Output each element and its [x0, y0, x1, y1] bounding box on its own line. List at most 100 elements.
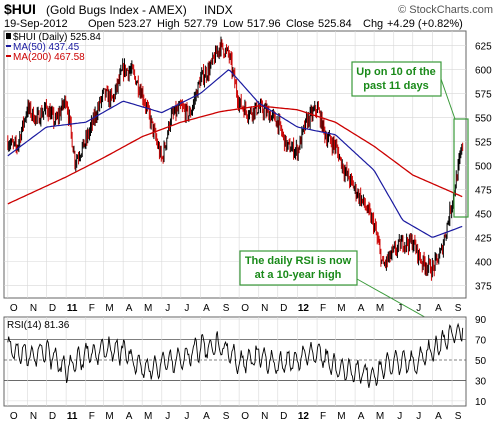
legend: $HUI (Daily) 525.84 MA(50) 437.45 MA(200…: [6, 32, 101, 63]
price-y-tick-label: 425: [475, 233, 492, 244]
price-series: [7, 36, 464, 281]
rsi-y-tick-label: 50: [475, 356, 487, 367]
rsi-y-tick-label: 70: [475, 336, 487, 347]
rsi-x-tick-label: J: [397, 411, 402, 422]
rsi-x-tick-label: O: [10, 411, 18, 422]
price-x-tick-label: 11: [67, 303, 78, 314]
price-x-tick-label: A: [435, 303, 442, 314]
price-x-tick-label: A: [203, 303, 210, 314]
price-x-tick-label: M: [337, 303, 345, 314]
rsi-panel: [3, 316, 467, 407]
chg-value: +4.29 (+0.82%): [387, 18, 463, 30]
price-y-tick-label: 600: [475, 65, 492, 76]
legend-ma200: MA(200) 467.58: [13, 52, 85, 63]
price-x-tick-label: M: [105, 303, 113, 314]
price-x-tick-label: M: [376, 303, 384, 314]
annotation-up-days-line2: past 11 days: [363, 80, 428, 92]
rsi-x-tick-label: 12: [298, 411, 310, 422]
rsi-line: [7, 322, 464, 388]
low-label: Low: [223, 18, 243, 30]
annotation-rsi-line1: The daily RSI is now: [245, 255, 352, 267]
rsi-x-tick-label: F: [89, 411, 95, 422]
rsi-x-tick-label: M: [144, 411, 152, 422]
price-y-tick-label: 450: [475, 209, 492, 220]
price-y-tick-label: 575: [475, 89, 492, 100]
price-x-tick-label: O: [10, 303, 18, 314]
price-y-tick-label: 625: [475, 41, 492, 52]
annotation-rsi-box: [239, 250, 358, 286]
price-y-tick-label: 375: [475, 282, 492, 293]
close-label: Close: [286, 18, 314, 30]
price-x-tick-label: J: [397, 303, 402, 314]
price-x-tick-label: A: [126, 303, 133, 314]
chg-label: Chg: [363, 18, 383, 30]
price-y-tick-label: 500: [475, 161, 492, 172]
rsi-x-tick-label: M: [105, 411, 113, 422]
price-x-tick-label: O: [241, 303, 249, 314]
symbol: $HUI: [4, 1, 36, 17]
price-x-tick-label: J: [184, 303, 189, 314]
price-x-tick-label: S: [455, 303, 462, 314]
quote-row: 19-Sep-2012 Open 523.27 High 527.79 Low …: [4, 18, 463, 30]
rsi-x-tick-label: D: [280, 411, 287, 422]
rsi-x-tick-label: M: [337, 411, 345, 422]
rsi-x-tick-label: M: [376, 411, 384, 422]
rsi-x-tick-label: J: [416, 411, 421, 422]
open-label: Open: [88, 18, 115, 30]
price-x-tick-label: J: [416, 303, 421, 314]
annotation-rsi: The daily RSI is now at a 10-year high: [239, 250, 463, 339]
legend-price: $HUI (Daily) 525.84: [13, 32, 101, 43]
rsi-x-tick-label: 11: [67, 411, 78, 422]
price-x-tick-label: 12: [298, 303, 310, 314]
annotation-rsi-line2: at a 10-year high: [255, 269, 342, 281]
price-x-tick-label: M: [144, 303, 152, 314]
price-x-tick-label: N: [261, 303, 268, 314]
rsi-x-tick-label: J: [184, 411, 189, 422]
rsi-x-tick-label: S: [455, 411, 462, 422]
ma50-line: [7, 69, 463, 238]
price-x-tick-label: J: [165, 303, 170, 314]
price-x-tick-label: S: [223, 303, 230, 314]
legend-ma50: MA(50) 437.45: [13, 42, 80, 53]
price-x-tick-label: D: [280, 303, 287, 314]
quote-date: 19-Sep-2012: [4, 18, 68, 30]
rsi-x-tick-label: N: [30, 411, 37, 422]
rsi-x-tick-label: A: [358, 411, 365, 422]
legend-price-swatch: [6, 33, 11, 39]
rsi-x-tick-label: D: [49, 411, 56, 422]
price-x-tick-label: D: [49, 303, 56, 314]
rsi-x-tick-label: O: [241, 411, 249, 422]
price-x-tick-label: F: [89, 303, 95, 314]
annotation-up-days-highlight: [453, 118, 469, 218]
rsi-y-tick-label: 10: [475, 397, 487, 408]
price-x-tick-label: A: [358, 303, 365, 314]
annotation-up-days-line1: Up on 10 of the: [356, 66, 435, 78]
price-x-tick-label: N: [30, 303, 37, 314]
index-name: (Gold Bugs Index - AMEX): [46, 3, 187, 17]
annotation-up-days: Up on 10 of the past 11 days: [351, 61, 469, 218]
price-y-tick-label: 475: [475, 185, 492, 196]
rsi-x-tick-label: N: [261, 411, 268, 422]
rsi-x-axis: O N D 11 F M A M J J A S O N D 12 F M A M J J A S: [10, 411, 462, 422]
rsi-x-tick-label: A: [126, 411, 133, 422]
open-value: 523.27: [118, 18, 152, 30]
ma200-line: [7, 105, 463, 205]
price-x-tick-label: F: [320, 303, 326, 314]
rsi-x-tick-label: F: [320, 411, 326, 422]
annotation-up-days-pointer: [440, 78, 456, 120]
price-y-tick-label: 525: [475, 137, 492, 148]
price-y-axis: 375 400 425 450 475 500 525 550 575 600 625: [475, 41, 492, 292]
high-label: High: [157, 18, 180, 30]
price-y-tick-label: 400: [475, 258, 492, 269]
exchange: INDX: [204, 3, 233, 17]
rsi-label: RSI(14) 81.36: [7, 320, 70, 331]
low-value: 517.96: [247, 18, 281, 30]
rsi-x-tick-label: A: [203, 411, 210, 422]
price-y-tick-label: 550: [475, 113, 492, 124]
price-x-axis: O N D 11 F M A M J J A S O N D 12 F M A M J J A S: [10, 303, 462, 314]
rsi-x-tick-label: S: [223, 411, 230, 422]
high-value: 527.79: [184, 18, 218, 30]
rsi-x-tick-label: A: [435, 411, 442, 422]
watermark: © StockCharts.com: [398, 4, 493, 16]
